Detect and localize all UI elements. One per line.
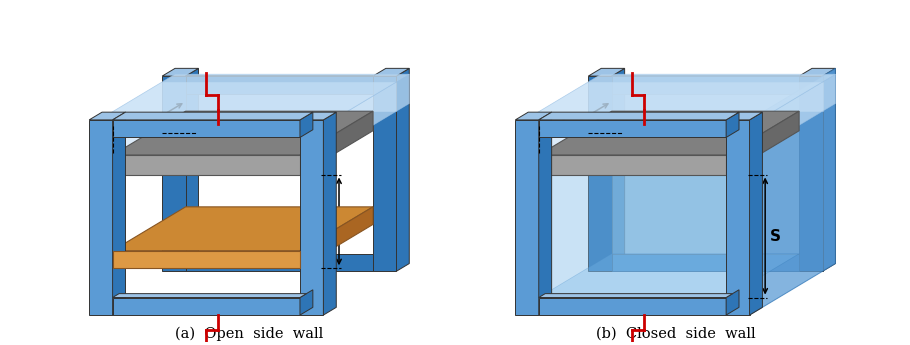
Polygon shape xyxy=(373,68,410,76)
Polygon shape xyxy=(397,68,410,271)
Text: W: W xyxy=(197,132,215,147)
Polygon shape xyxy=(186,76,373,93)
Polygon shape xyxy=(539,112,551,315)
Polygon shape xyxy=(539,111,799,155)
Polygon shape xyxy=(113,111,373,155)
Polygon shape xyxy=(89,112,126,120)
Polygon shape xyxy=(515,112,551,120)
Text: (a)  Open  side  wall: (a) Open side wall xyxy=(175,326,323,341)
Polygon shape xyxy=(726,290,739,315)
Polygon shape xyxy=(612,76,799,93)
Text: S: S xyxy=(344,214,355,229)
Text: L: L xyxy=(561,116,570,131)
Text: W: W xyxy=(624,132,641,147)
Text: (b)  Closed  side  wall: (b) Closed side wall xyxy=(595,326,755,341)
Polygon shape xyxy=(823,68,835,271)
Polygon shape xyxy=(726,111,799,175)
Polygon shape xyxy=(113,112,126,315)
Polygon shape xyxy=(799,68,835,76)
Polygon shape xyxy=(539,254,799,297)
Polygon shape xyxy=(300,290,313,315)
Polygon shape xyxy=(539,120,726,137)
Polygon shape xyxy=(612,131,799,254)
Text: S: S xyxy=(770,228,782,244)
Polygon shape xyxy=(539,175,726,297)
Polygon shape xyxy=(300,120,323,315)
Polygon shape xyxy=(750,112,763,315)
Polygon shape xyxy=(612,68,624,271)
Polygon shape xyxy=(162,76,186,271)
Polygon shape xyxy=(323,74,410,155)
Polygon shape xyxy=(113,251,300,268)
Polygon shape xyxy=(612,76,799,271)
Polygon shape xyxy=(89,120,113,315)
Polygon shape xyxy=(515,74,835,126)
Polygon shape xyxy=(300,111,373,175)
Polygon shape xyxy=(515,120,539,315)
Polygon shape xyxy=(612,254,799,271)
Polygon shape xyxy=(300,207,373,268)
Polygon shape xyxy=(186,254,373,271)
Polygon shape xyxy=(726,112,739,137)
Polygon shape xyxy=(589,82,823,111)
Polygon shape xyxy=(162,68,198,76)
Polygon shape xyxy=(113,155,300,175)
Polygon shape xyxy=(373,76,397,271)
Polygon shape xyxy=(750,68,835,315)
Polygon shape xyxy=(539,294,733,297)
Polygon shape xyxy=(726,120,750,315)
Polygon shape xyxy=(186,68,198,271)
Polygon shape xyxy=(589,76,612,271)
Polygon shape xyxy=(589,68,624,76)
Polygon shape xyxy=(89,74,410,126)
Polygon shape xyxy=(300,112,313,137)
Polygon shape xyxy=(539,112,739,120)
Polygon shape xyxy=(113,120,300,137)
Polygon shape xyxy=(162,82,397,111)
Text: L: L xyxy=(134,116,144,131)
Polygon shape xyxy=(323,112,337,315)
Polygon shape xyxy=(113,207,373,251)
Polygon shape xyxy=(539,155,726,175)
Polygon shape xyxy=(300,112,337,120)
Polygon shape xyxy=(539,297,726,315)
Polygon shape xyxy=(515,126,750,155)
Polygon shape xyxy=(726,112,763,120)
Polygon shape xyxy=(113,294,307,297)
Polygon shape xyxy=(750,74,835,155)
Polygon shape xyxy=(799,76,823,271)
Polygon shape xyxy=(113,297,300,315)
Polygon shape xyxy=(89,126,323,155)
Polygon shape xyxy=(113,112,313,120)
